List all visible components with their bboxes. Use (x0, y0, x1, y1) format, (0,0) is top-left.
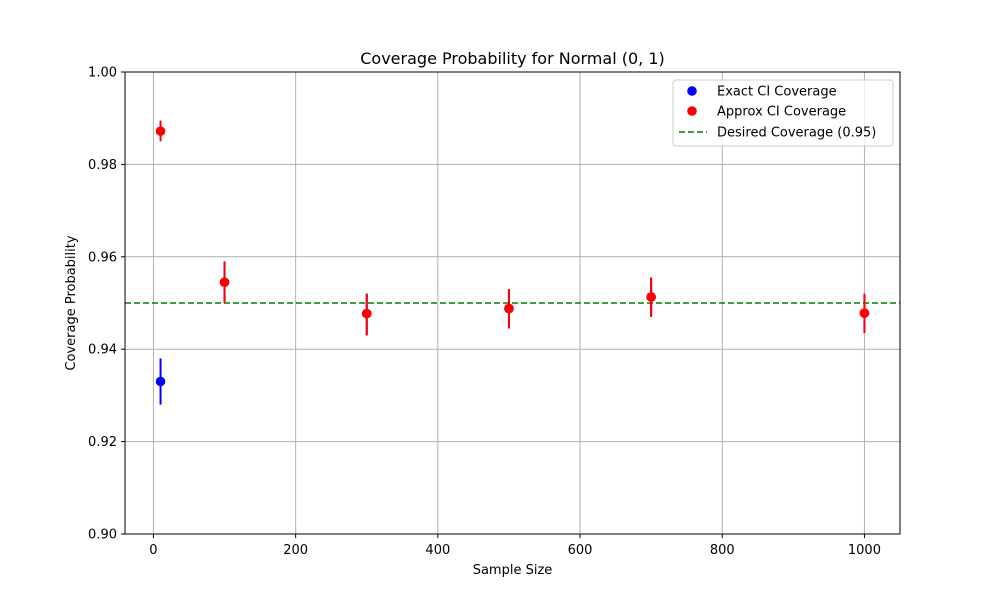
y-axis-title: Coverage Probability (64, 235, 79, 370)
approx-coverage-point (155, 126, 166, 136)
exact-coverage-point (155, 376, 166, 387)
y-tick-label: 0.96 (88, 250, 117, 265)
approx-coverage-point (361, 308, 372, 319)
y-tick-label: 0.94 (88, 343, 117, 358)
legend-marker-approx (687, 106, 697, 116)
x-tick-label: 800 (710, 543, 735, 558)
legend-marker-exact (687, 86, 697, 96)
legend-label-exact: Exact CI Coverage (717, 85, 837, 100)
y-tick-label: 1.00 (88, 66, 117, 81)
y-tick-label: 0.90 (88, 528, 117, 543)
legend-box (672, 79, 894, 147)
x-axis-title: Sample Size (473, 563, 553, 578)
x-tick-label: 400 (425, 543, 450, 558)
legend-label-desired: Desired Coverage (0.95) (717, 126, 876, 141)
x-tick-label: 200 (283, 543, 308, 558)
legend-label-approx: Approx CI Coverage (717, 105, 846, 120)
ticks-layer: 0 200 400 600 800 1000 0.90 0.92 0.94 0.96 0.98 1.0… (88, 66, 881, 559)
plot-area-frame (124, 71, 901, 535)
approx-coverage-point (504, 303, 514, 314)
x-tick-label: 600 (568, 543, 593, 558)
legend: Exact CI Coverage Approx CI Coverage Des… (672, 79, 894, 147)
approx-coverage-point (646, 292, 656, 302)
x-tick-label: 1000 (848, 543, 881, 558)
chart-title: Coverage Probability for Normal (0, 1) (360, 49, 664, 68)
approx-coverage-point (219, 277, 230, 288)
y-tick-label: 0.98 (88, 158, 117, 173)
y-tick-label: 0.92 (88, 435, 117, 450)
approx-coverage-point (859, 308, 870, 318)
data-layer (155, 120, 870, 405)
x-tick-label: 0 (149, 543, 157, 558)
